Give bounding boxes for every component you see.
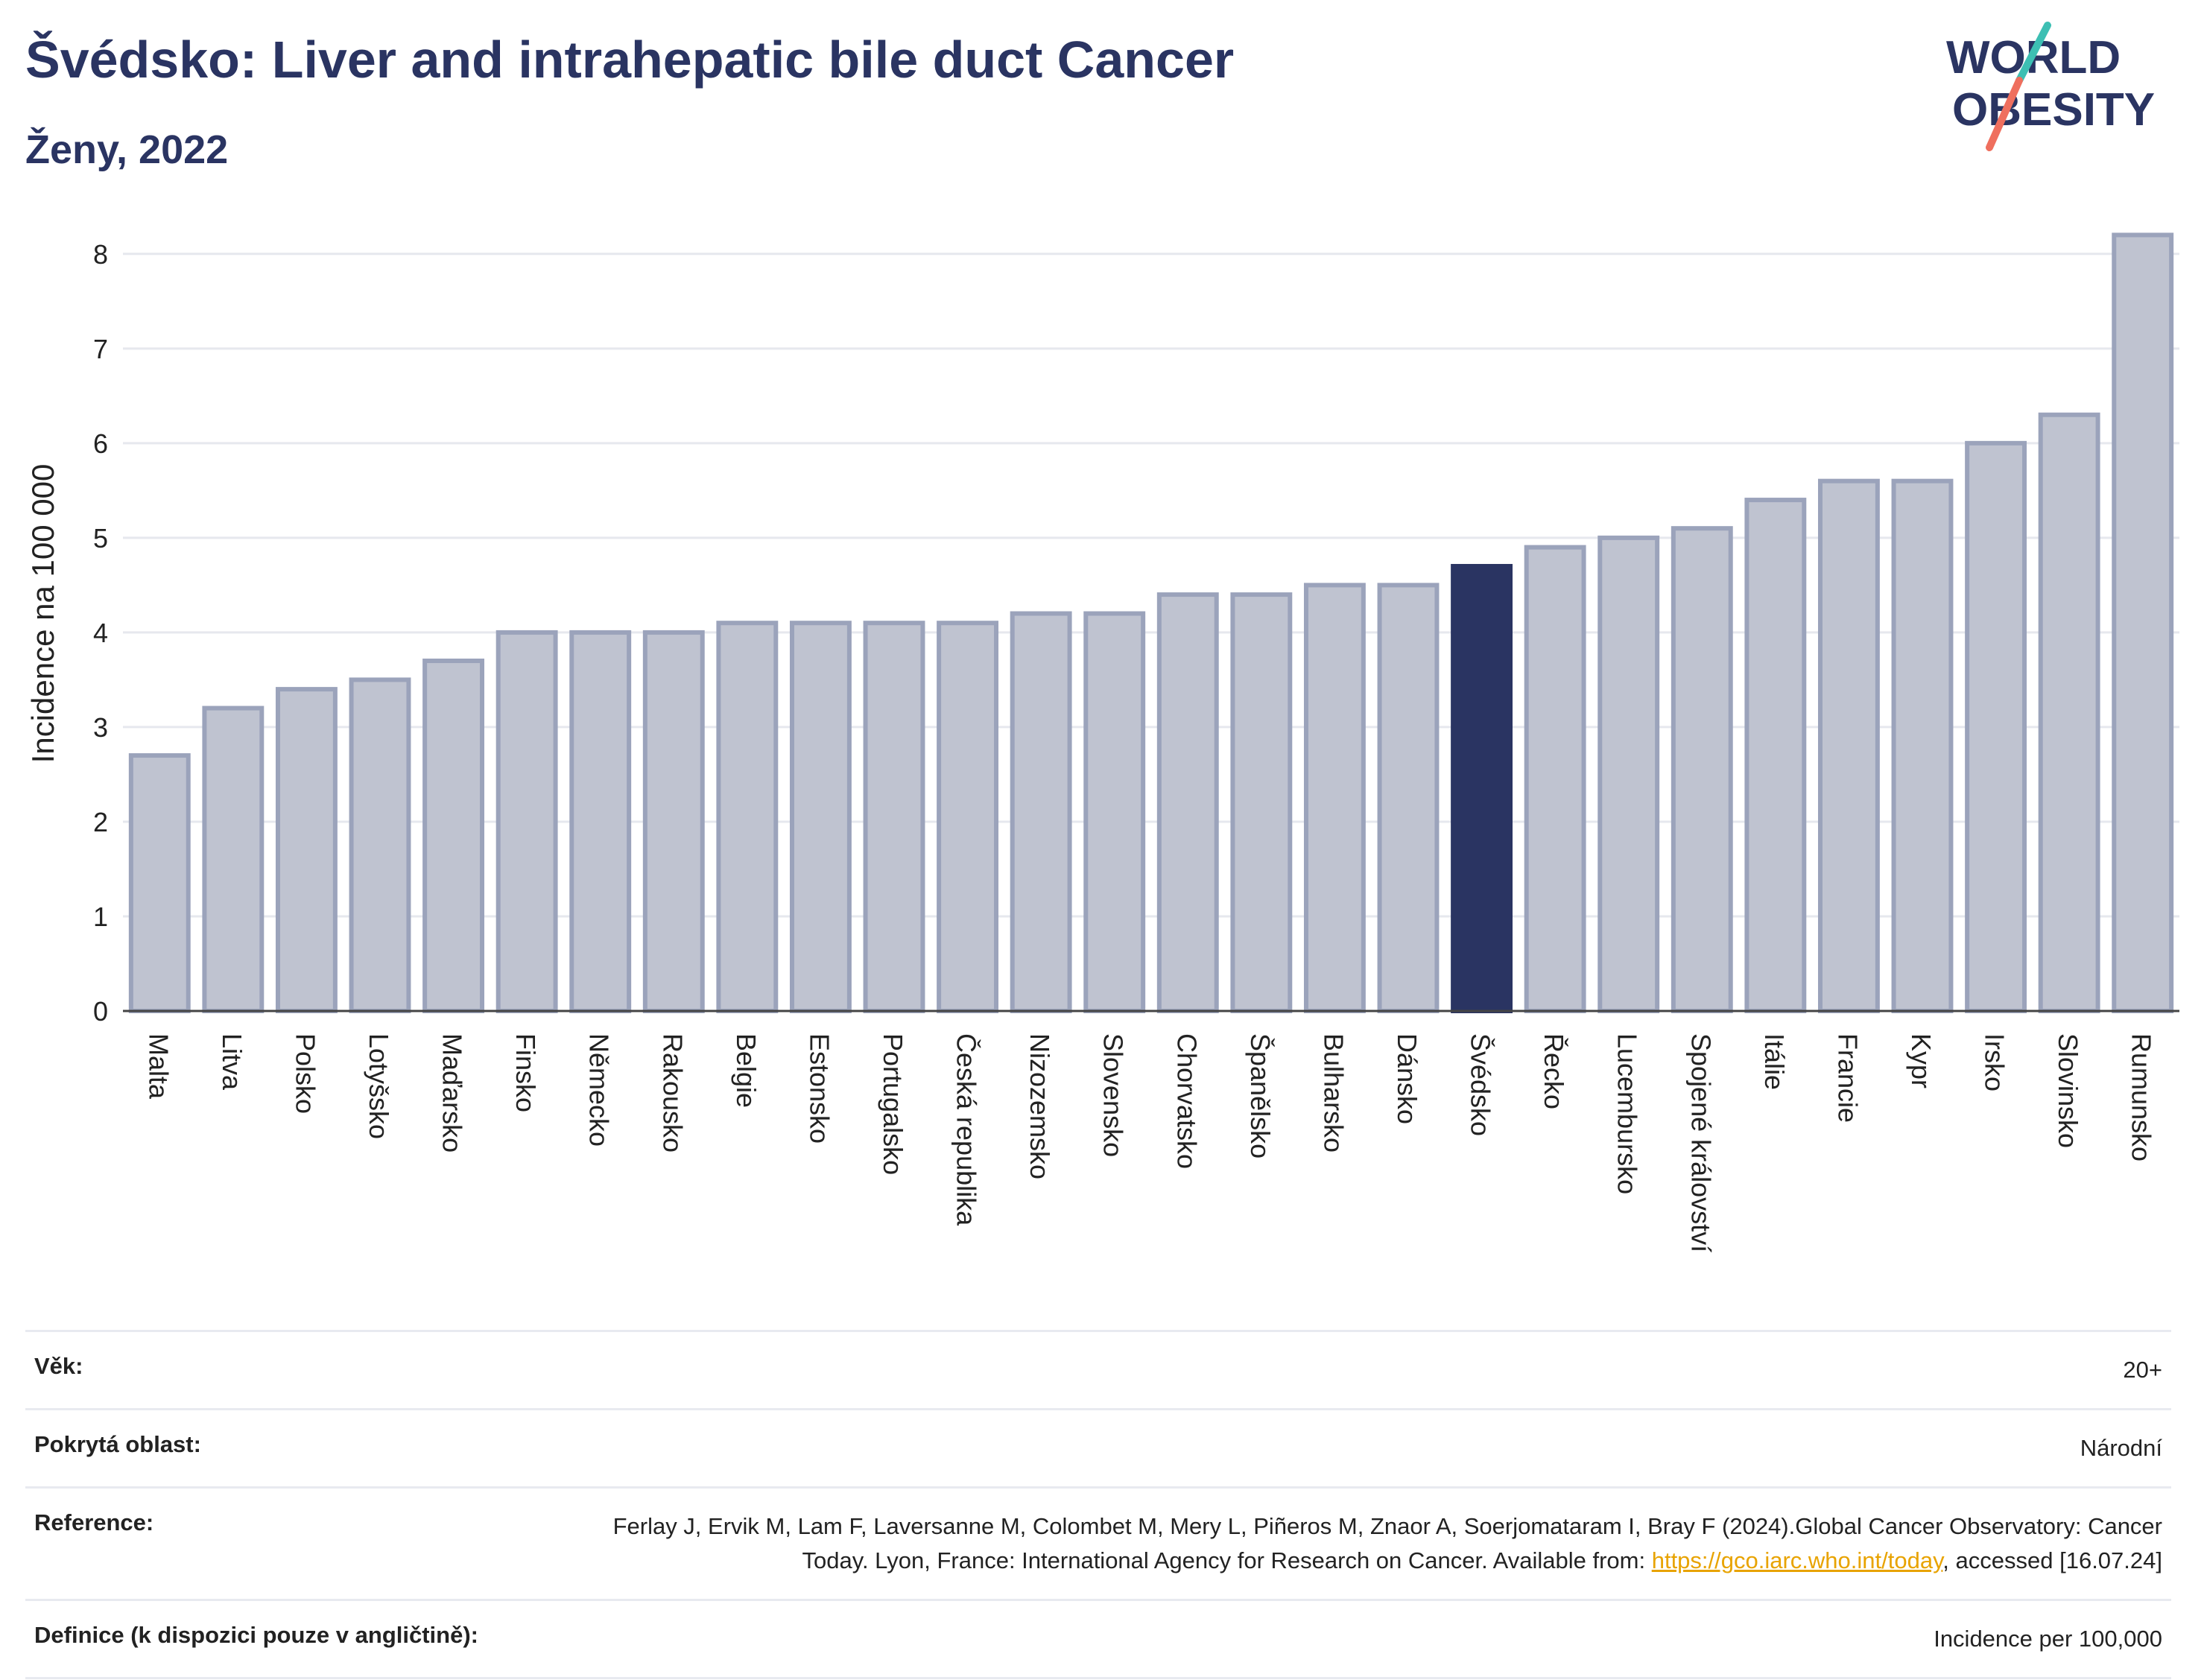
x-tick-label: Slovensko xyxy=(1098,1033,1129,1157)
bar-španělsko[interactable] xyxy=(1230,592,1293,1013)
area-value: Národní xyxy=(2080,1435,2162,1461)
bar-česká-republika[interactable] xyxy=(937,621,999,1013)
info-row-age: Věk: 20+ xyxy=(25,1330,2171,1408)
bar-chart: 0 1 2 3 4 5 6 7 8 Malta Litva Polsko Lotyšsko Maďarsk… xyxy=(25,232,2179,1252)
definition-label: Definice (k dispozici pouze v angličtině… xyxy=(34,1622,478,1648)
logo-slash-coral xyxy=(1986,77,2023,151)
x-tick-label: Francie xyxy=(1832,1033,1863,1123)
bar-polsko[interactable] xyxy=(275,687,338,1013)
bar-švédsko[interactable] xyxy=(1451,563,1513,1013)
bar-spojené-království[interactable] xyxy=(1671,526,1733,1013)
x-tick-label: Dánsko xyxy=(1392,1033,1422,1124)
x-tick-label: Nizozemsko xyxy=(1025,1033,1055,1179)
y-tick-label: 2 xyxy=(93,807,108,837)
bar-malta[interactable] xyxy=(128,753,191,1013)
x-tick-label: Litva xyxy=(217,1033,247,1091)
x-tick-label: Bulharsko xyxy=(1318,1033,1349,1153)
y-tick-label: 3 xyxy=(93,712,108,743)
bar-nizozemsko[interactable] xyxy=(1010,611,1072,1013)
y-tick-label: 7 xyxy=(93,334,108,364)
x-tick-label: Finsko xyxy=(510,1033,541,1112)
bar-dánsko[interactable] xyxy=(1377,583,1440,1013)
definition-value: Incidence per 100,000 xyxy=(1934,1626,2162,1652)
bar-rumunsko[interactable] xyxy=(2112,232,2174,1013)
info-table: Věk: 20+ Pokrytá oblast: Národní Referen… xyxy=(25,1330,2171,1679)
bar-slovinsko[interactable] xyxy=(2038,412,2100,1013)
y-axis-title: Incidence na 100 000 xyxy=(25,464,60,764)
reference-accessed: , accessed [16.07.24] xyxy=(1942,1547,2162,1573)
area-label: Pokrytá oblast: xyxy=(34,1431,201,1457)
x-tick-label: Malta xyxy=(143,1033,174,1100)
x-tick-label: Německo xyxy=(584,1033,615,1147)
x-tick-label: Lotyšsko xyxy=(364,1033,394,1139)
bar-rakousko[interactable] xyxy=(642,630,705,1014)
x-tick-label: Chorvatsko xyxy=(1171,1033,1202,1169)
x-tick-label: Slovinsko xyxy=(2053,1033,2083,1148)
bars-layer xyxy=(123,232,2179,1014)
reference-value: Ferlay J, Ervik M, Lam F, Laversanne M, … xyxy=(598,1509,2162,1578)
bar-slovensko[interactable] xyxy=(1083,611,1146,1013)
bar-řecko[interactable] xyxy=(1524,545,1586,1014)
x-tick-label: Španělsko xyxy=(1245,1033,1276,1158)
x-tick-label: Irsko xyxy=(1980,1033,2010,1091)
logo-line2: OBESITY xyxy=(1952,84,2155,136)
y-tick-label: 6 xyxy=(93,428,108,459)
y-tick-label: 0 xyxy=(93,996,108,1027)
x-tick-label: Spojené království xyxy=(1685,1033,1716,1252)
x-tick-label: Portugalsko xyxy=(878,1033,908,1175)
bar-chorvatsko[interactable] xyxy=(1156,592,1219,1013)
bar-lucembursko[interactable] xyxy=(1597,535,1660,1013)
x-tick-label: Rumunsko xyxy=(2127,1033,2157,1161)
y-tick-label: 8 xyxy=(93,239,108,270)
bar-itálie[interactable] xyxy=(1744,498,1807,1014)
bar-německo[interactable] xyxy=(569,630,632,1014)
info-row-definition: Definice (k dispozici pouze v angličtině… xyxy=(25,1599,2171,1679)
x-tick-label: Česká republika xyxy=(951,1033,982,1226)
bar-litva[interactable] xyxy=(202,706,265,1013)
y-tick-label: 4 xyxy=(93,618,108,648)
bar-francie[interactable] xyxy=(1817,478,1880,1013)
age-label: Věk: xyxy=(34,1353,83,1379)
x-tick-label: Lucembursko xyxy=(1612,1033,1643,1194)
bar-portugalsko[interactable] xyxy=(863,621,925,1013)
x-tick-label: Maďarsko xyxy=(437,1033,468,1153)
page-subtitle: Ženy, 2022 xyxy=(25,127,229,172)
x-tick-label: Belgie xyxy=(731,1033,761,1108)
bar-belgie[interactable] xyxy=(716,621,779,1013)
labels-layer: 0 1 2 3 4 5 6 7 8 Malta Litva Polsko Lotyšsko Maďarsk… xyxy=(93,239,2157,1252)
page-title: Švédsko: Liver and intrahepatic bile duc… xyxy=(25,31,1235,89)
x-tick-label: Kypr xyxy=(1906,1033,1937,1088)
logo-slash-teal xyxy=(2015,22,2051,84)
world-obesity-logo: WORLD OBESITY xyxy=(1946,22,2155,151)
x-tick-label: Polsko xyxy=(290,1033,320,1114)
info-row-reference: Reference: Ferlay J, Ervik M, Lam F, Lav… xyxy=(25,1486,2171,1599)
reference-link[interactable]: https://gco.iarc.who.int/today xyxy=(1651,1547,1943,1573)
bar-estonsko[interactable] xyxy=(789,621,852,1013)
x-tick-label: Řecko xyxy=(1539,1033,1569,1109)
reference-label: Reference: xyxy=(34,1509,154,1535)
age-value: 20+ xyxy=(2123,1357,2162,1383)
bar-maďarsko[interactable] xyxy=(422,659,485,1013)
x-tick-label: Estonsko xyxy=(804,1033,835,1144)
bar-irsko[interactable] xyxy=(1965,440,2027,1014)
bar-bulharsko[interactable] xyxy=(1303,583,1366,1013)
x-tick-label: Švédsko xyxy=(1466,1033,1496,1136)
info-row-area: Pokrytá oblast: Národní xyxy=(25,1408,2171,1486)
reference-text: Ferlay J, Ervik M, Lam F, Laversanne M, … xyxy=(612,1513,2162,1573)
y-tick-label: 1 xyxy=(93,901,108,932)
x-tick-label: Rakousko xyxy=(657,1033,688,1153)
bar-finsko[interactable] xyxy=(495,630,558,1014)
bar-kypr[interactable] xyxy=(1891,478,1954,1013)
bar-lotyšsko[interactable] xyxy=(349,677,411,1014)
y-tick-label: 5 xyxy=(93,523,108,554)
x-tick-label: Itálie xyxy=(1759,1033,1790,1090)
